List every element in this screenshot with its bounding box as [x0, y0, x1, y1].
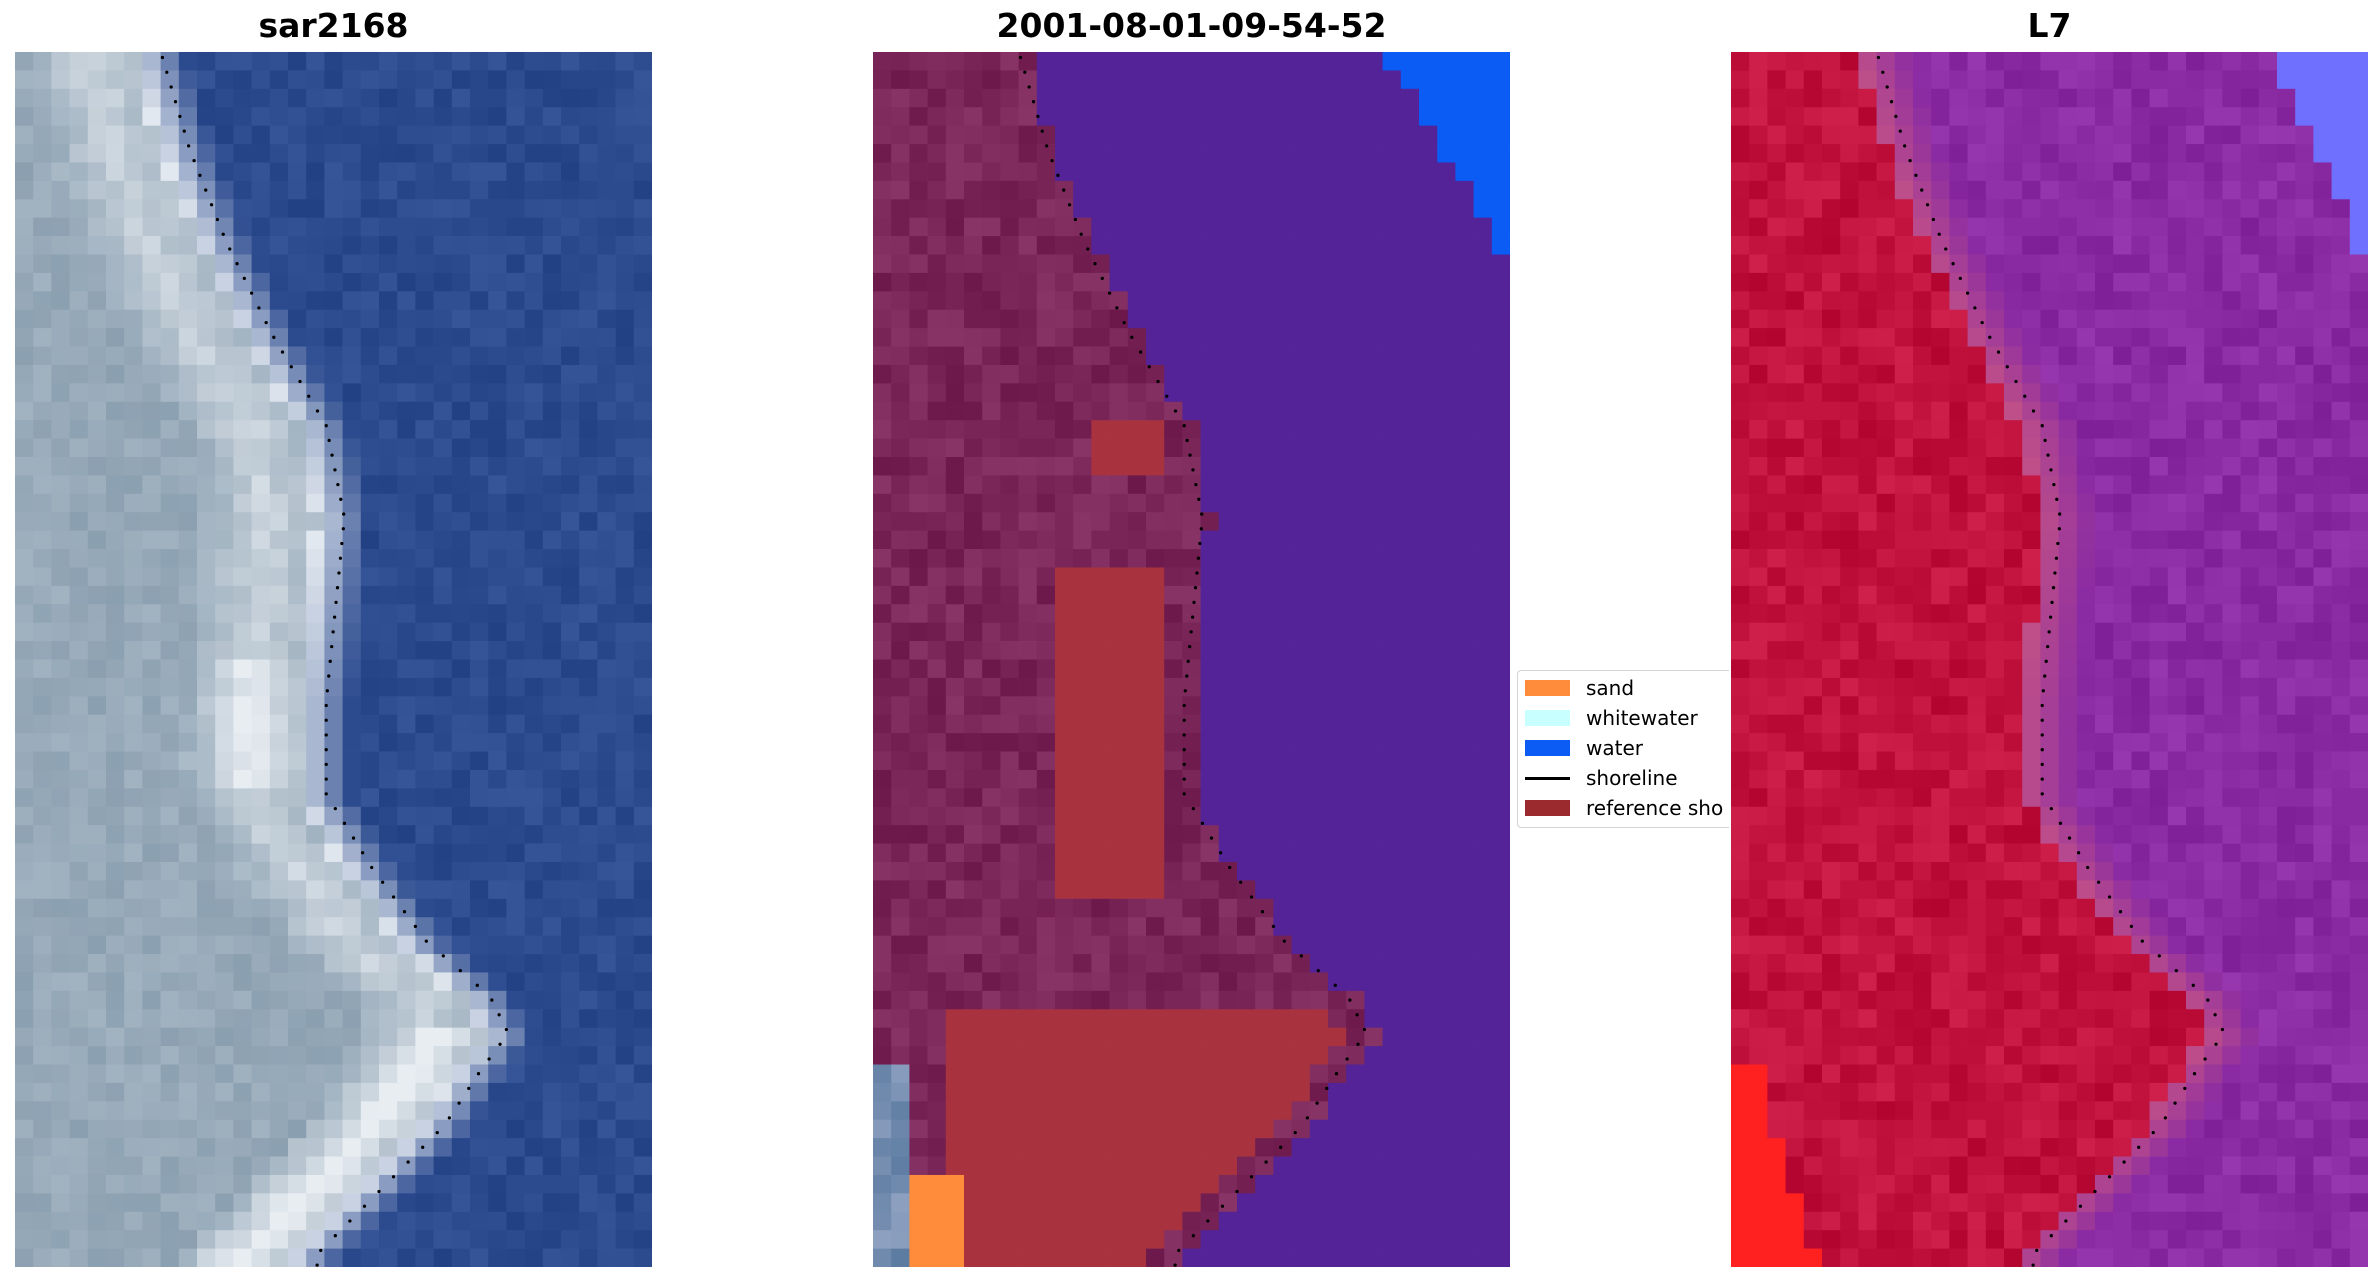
shoreline-dots: [160, 55, 509, 1267]
legend-swatch-sand: [1525, 680, 1570, 696]
legend-label-whitewater: whitewater: [1586, 706, 1698, 730]
legend-label-water: water: [1586, 736, 1643, 760]
index-image-panel: [1731, 52, 2368, 1267]
legend-swatch-water: [1525, 740, 1570, 756]
shoreline-dots: [1876, 55, 2225, 1267]
legend-item-whitewater: whitewater: [1525, 705, 1698, 731]
shoreline-dots: [1018, 55, 1367, 1267]
panel-title-rgb: sar2168: [258, 6, 409, 45]
panel-title-index: L7: [2027, 6, 2072, 45]
classified-image-panel: [873, 52, 1510, 1267]
legend-item-sand: sand: [1525, 675, 1634, 701]
legend-item-water: water: [1525, 735, 1643, 761]
legend-item-reference-shoreline: reference sho: [1525, 795, 1723, 821]
legend-swatch-shoreline: [1525, 776, 1570, 780]
legend-label-sand: sand: [1586, 676, 1635, 700]
rgb-satellite-image: [15, 52, 652, 1267]
legend-item-shoreline: shoreline: [1525, 765, 1678, 791]
legend-label-reference-shoreline: reference sho: [1586, 796, 1724, 820]
legend-swatch-whitewater: [1525, 710, 1570, 726]
classified-image: [873, 52, 1510, 1267]
legend-label-shoreline: shoreline: [1586, 766, 1678, 790]
index-image: [1731, 52, 2368, 1267]
panel-title-classified: 2001-08-01-09-54-52: [996, 6, 1387, 45]
legend: sand whitewater water shoreline referenc…: [1517, 670, 1729, 828]
rgb-image-panel: [15, 52, 652, 1267]
legend-swatch-reference-shoreline: [1525, 800, 1570, 816]
